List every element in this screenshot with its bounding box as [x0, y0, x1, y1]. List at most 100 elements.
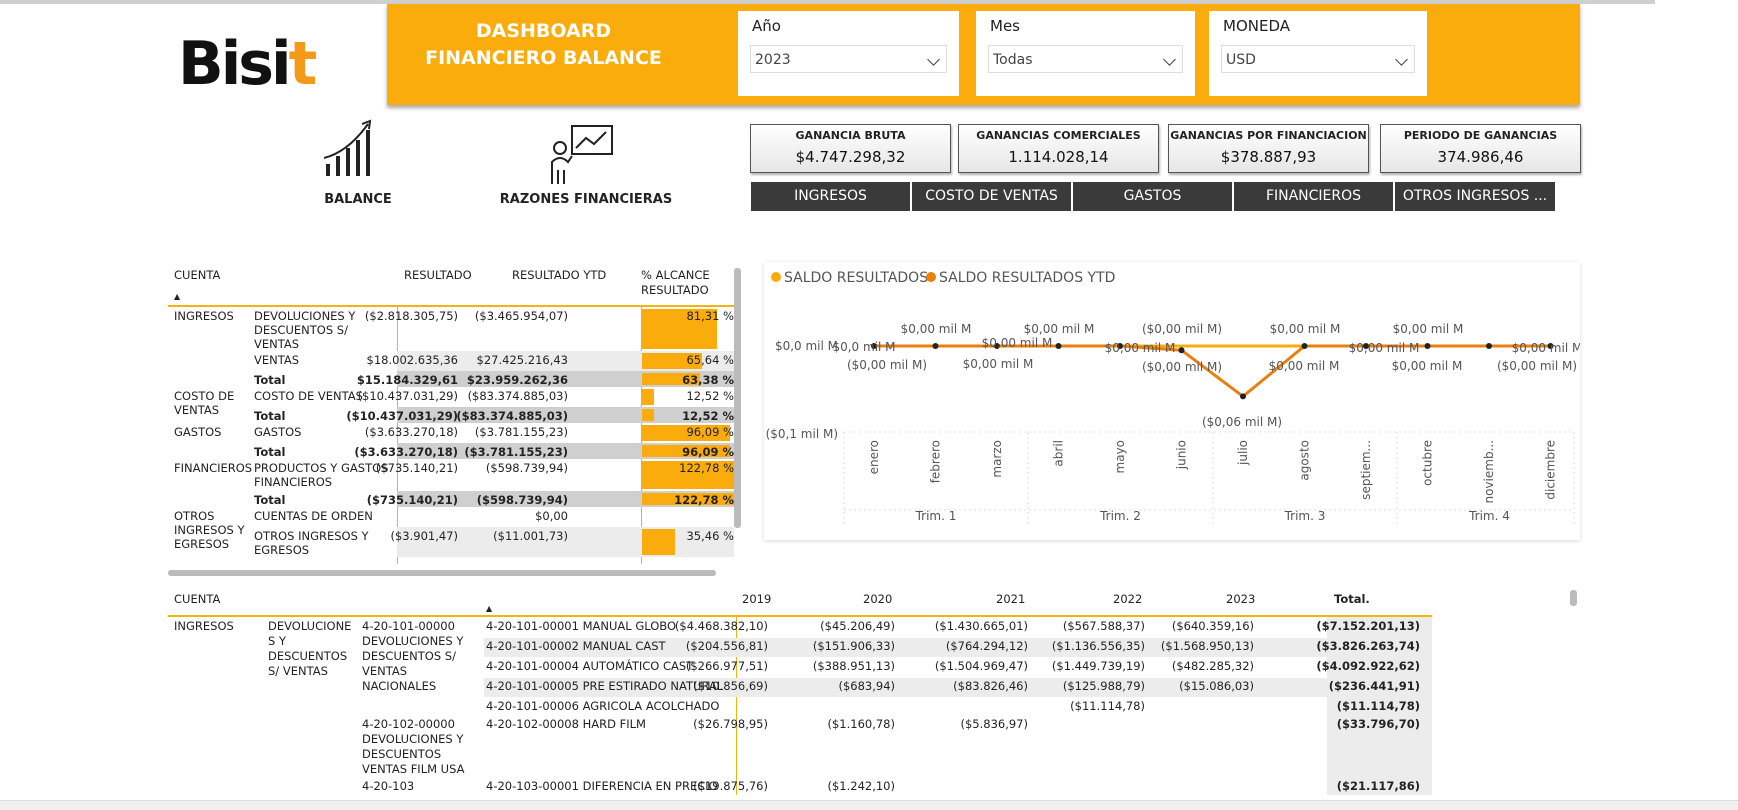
total-column-bg — [1327, 617, 1432, 795]
data-label: $0,00 mil M — [1269, 359, 1340, 373]
detail-value: ($1.430.665,01) — [934, 619, 1028, 633]
detail-value: ($26.798,95) — [693, 717, 768, 731]
summary-account: Total — [254, 409, 286, 423]
column-divider — [641, 307, 642, 564]
pct-bar — [642, 353, 703, 369]
summary-resultado: ($735.140,21) — [375, 461, 458, 475]
detail-value: ($10.856,69) — [693, 679, 768, 693]
column-divider — [736, 617, 737, 795]
data-label: $0,00 mil M — [1512, 341, 1580, 355]
month-label: junio — [1175, 440, 1189, 470]
detail-value: ($1.568.950,13) — [1160, 639, 1254, 653]
year-dropdown[interactable]: 2023 — [750, 45, 947, 73]
pct-bar — [642, 389, 654, 405]
month-slicer[interactable]: Mes Todas — [976, 11, 1195, 96]
tab-gastos[interactable]: GASTOS — [1073, 182, 1232, 211]
chevron-down-icon — [927, 53, 940, 66]
vertical-scrollbar[interactable] — [1570, 590, 1577, 606]
detail-value: ($204.556,81) — [685, 639, 768, 653]
month-label: julio — [1236, 440, 1250, 466]
data-label: $0,00 mil M — [1393, 322, 1464, 336]
detail-row-name: 4-20-101-00006 AGRICOLA ACOLCHADO — [486, 699, 720, 713]
year-value: 2023 — [755, 52, 791, 68]
summary-matrix: CUENTA RESULTADO RESULTADO YTD % ALCANCE… — [168, 264, 741, 576]
results-line-chart: SALDO RESULTADOS SALDO RESULTADOS YTD $0,0… — [764, 262, 1582, 540]
pct-bar — [642, 529, 675, 555]
summary-ytd: $23.959.262,36 — [466, 373, 568, 387]
summary-account: GASTOS — [254, 425, 302, 439]
legend-label: SALDO RESULTADOS — [784, 270, 928, 286]
summary-ytd: $27.425.216,43 — [476, 353, 568, 367]
summary-account: Total — [254, 373, 286, 387]
tab-financieros[interactable]: FINANCIEROS — [1234, 182, 1393, 211]
kpi-title: GANANCIAS POR FINANCIACION — [1170, 129, 1367, 142]
tab-ingresos[interactable]: INGRESOS — [751, 182, 910, 211]
horizontal-scrollbar[interactable] — [168, 570, 716, 576]
month-label: Mes — [990, 17, 1020, 35]
ratios-nav-button[interactable]: RAZONES FINANCIERAS — [500, 118, 672, 208]
bottom-border — [0, 800, 1738, 810]
title-line-2: FINANCIERO BALANCE — [425, 47, 662, 69]
summary-pct: 96,09 % — [686, 425, 734, 439]
currency-value: USD — [1226, 52, 1256, 68]
pct-bar — [642, 445, 731, 457]
detail-total: ($236.441,91) — [1328, 679, 1420, 693]
legend-marker — [926, 272, 936, 282]
detail-value: ($764.294,12) — [945, 639, 1028, 653]
kpi-title: GANANCIA BRUTA — [795, 129, 906, 142]
y-tick-label: $0,0 mil M — [775, 339, 838, 353]
detail-account: 4-20-101-00000 DEVOLUCIONES Y DESCUENTOS S… — [362, 619, 464, 693]
data-label: $0,0 mil M — [832, 340, 895, 354]
data-label: $0,00 mil M — [982, 336, 1053, 350]
currency-dropdown[interactable]: USD — [1221, 45, 1415, 73]
balance-nav-button[interactable]: BALANCE — [318, 118, 398, 208]
data-label: $0,00 mil M — [1349, 341, 1420, 355]
summary-ytd: ($11.001,73) — [493, 529, 568, 543]
data-point — [1240, 393, 1246, 400]
month-label: enero — [867, 440, 881, 474]
detail-value: ($125.988,79) — [1062, 679, 1145, 693]
data-label: $0,00 mil M — [1105, 341, 1176, 355]
summary-pct: 65,64 % — [686, 353, 734, 367]
month-dropdown[interactable]: Todas — [988, 45, 1183, 73]
kpi-value: 1.114.028,14 — [1008, 148, 1109, 166]
col-header-2019: 2019 — [742, 592, 772, 606]
pct-bar — [642, 309, 717, 349]
detail-value: ($683,94) — [838, 679, 895, 693]
row-band — [484, 678, 1327, 697]
tab-costo-de-ventas[interactable]: COSTO DE VENTAS — [912, 182, 1071, 211]
summary-ytd: ($598.739,94) — [485, 461, 568, 475]
header-underline — [168, 305, 734, 307]
summary-account: VENTAS — [254, 353, 300, 367]
col-header-resultado-ytd: RESULTADO YTD — [512, 268, 607, 282]
tab-otros-ingresos[interactable]: OTROS INGRESOS ... — [1395, 182, 1555, 211]
summary-pct: 96,09 % — [682, 445, 734, 459]
data-point — [1486, 343, 1492, 349]
detail-row-name: 4-20-102-00008 HARD FILM — [486, 717, 646, 731]
detail-value: ($4.468.382,10) — [674, 619, 768, 633]
summary-ytd: ($83.374.885,03) — [467, 389, 568, 403]
sort-arrow-icon[interactable]: ▲ — [174, 292, 181, 301]
year-label: Año — [752, 17, 781, 35]
dashboard-title: DASHBOARD FINANCIERO BALANCE — [397, 18, 690, 72]
vertical-scrollbar[interactable] — [734, 268, 741, 528]
detail-total: ($4.092.922,62) — [1316, 659, 1420, 673]
logo-accent: t — [288, 29, 318, 99]
year-slicer[interactable]: Año 2023 — [738, 11, 959, 96]
kpi-value: $378.887,93 — [1220, 148, 1317, 166]
detail-total: ($21.117,86) — [1336, 779, 1420, 793]
summary-resultado: ($735.140,21) — [366, 493, 458, 507]
summary-group: FINANCIEROS — [174, 461, 253, 475]
detail-value: ($266.977,51) — [685, 659, 768, 673]
series-line — [874, 344, 1551, 399]
detail-row-name: 4-20-101-00002 MANUAL CAST — [486, 639, 666, 653]
summary-resultado: ($2.818.305,75) — [364, 309, 458, 323]
currency-slicer[interactable]: MONEDA USD — [1209, 11, 1427, 96]
month-label: marzo — [990, 440, 1004, 478]
data-label: $0,00 mil M — [1392, 359, 1463, 373]
detail-total: ($3.826.263,74) — [1316, 639, 1420, 653]
sort-arrow-icon[interactable]: ▲ — [486, 604, 493, 613]
kpi-gross-profit: GANANCIA BRUTA $4.747.298,32 — [750, 124, 951, 173]
summary-group: COSTO DE VENTAS — [174, 389, 235, 417]
summary-ytd: ($83.374.885,03) — [456, 409, 568, 423]
